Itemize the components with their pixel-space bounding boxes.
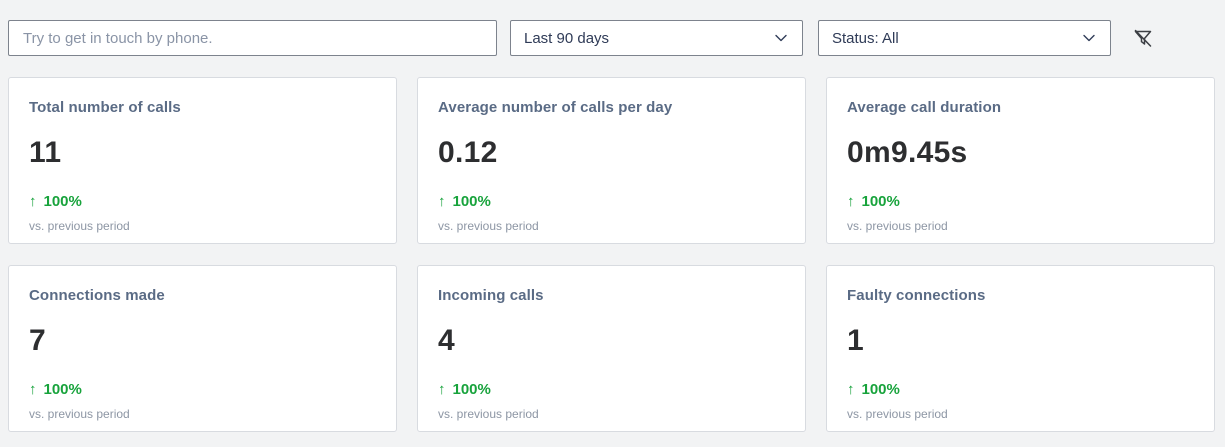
card-delta: ↑ 100%: [29, 193, 376, 210]
card-value: 7: [29, 324, 46, 357]
stat-card-connections-made: Connections made 7 ↑ 100% vs. previous p…: [8, 265, 397, 432]
search-input[interactable]: [8, 20, 497, 56]
comparison-label: vs. previous period: [438, 407, 539, 421]
comparison-label: vs. previous period: [29, 219, 130, 233]
card-value: 1: [847, 324, 864, 357]
arrow-up-icon: ↑: [847, 381, 855, 398]
comparison-label: vs. previous period: [847, 219, 948, 233]
card-title: Total number of calls: [29, 99, 181, 116]
clear-filters-button[interactable]: [1129, 24, 1157, 52]
dashboard-page: Last 90 days Status: All: [8, 20, 1216, 432]
card-value: 0.12: [438, 136, 498, 169]
comparison-label: vs. previous period: [29, 407, 130, 421]
delta-percent: 100%: [861, 381, 900, 398]
stat-card-incoming-calls: Incoming calls 4 ↑ 100% vs. previous per…: [417, 265, 806, 432]
card-delta: ↑ 100%: [847, 193, 1194, 210]
comparison-label: vs. previous period: [438, 219, 539, 233]
arrow-up-icon: ↑: [29, 193, 37, 210]
card-delta: ↑ 100%: [438, 381, 785, 398]
card-delta: ↑ 100%: [29, 381, 376, 398]
stats-grid: Total number of calls 11 ↑ 100% vs. prev…: [8, 77, 1216, 432]
stat-card-avg-call-duration: Average call duration 0m9.45s ↑ 100% vs.…: [826, 77, 1215, 244]
filters-toolbar: Last 90 days Status: All: [8, 20, 1216, 56]
card-title: Faulty connections: [847, 287, 986, 304]
card-delta: ↑ 100%: [847, 381, 1194, 398]
status-value: Status: All: [832, 29, 899, 47]
card-value: 11: [29, 136, 62, 169]
chevron-down-icon: [1081, 30, 1097, 46]
date-range-select[interactable]: Last 90 days: [510, 20, 803, 56]
arrow-up-icon: ↑: [29, 381, 37, 398]
date-range-value: Last 90 days: [524, 29, 610, 47]
stat-card-avg-calls-per-day: Average number of calls per day 0.12 ↑ 1…: [417, 77, 806, 244]
card-title: Average number of calls per day: [438, 99, 673, 116]
delta-percent: 100%: [452, 381, 491, 398]
status-select[interactable]: Status: All: [818, 20, 1111, 56]
chevron-down-icon: [773, 30, 789, 46]
stat-card-faulty-connections: Faulty connections 1 ↑ 100% vs. previous…: [826, 265, 1215, 432]
arrow-up-icon: ↑: [438, 193, 446, 210]
delta-percent: 100%: [861, 193, 900, 210]
card-value: 4: [438, 324, 455, 357]
card-value: 0m9.45s: [847, 136, 968, 169]
card-delta: ↑ 100%: [438, 193, 785, 210]
delta-percent: 100%: [452, 193, 491, 210]
filter-off-icon: [1131, 26, 1155, 50]
card-title: Connections made: [29, 287, 165, 304]
delta-percent: 100%: [43, 193, 82, 210]
arrow-up-icon: ↑: [438, 381, 446, 398]
comparison-label: vs. previous period: [847, 407, 948, 421]
card-title: Incoming calls: [438, 287, 544, 304]
card-title: Average call duration: [847, 99, 1002, 116]
delta-percent: 100%: [43, 381, 82, 398]
arrow-up-icon: ↑: [847, 193, 855, 210]
stat-card-total-calls: Total number of calls 11 ↑ 100% vs. prev…: [8, 77, 397, 244]
